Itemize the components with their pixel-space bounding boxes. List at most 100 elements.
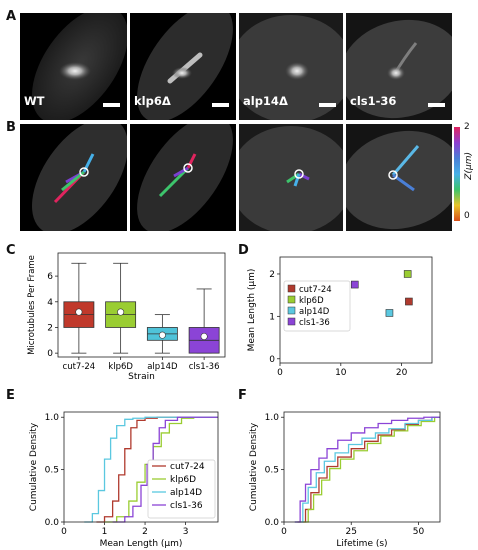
cdf-line-klp6D — [302, 416, 440, 523]
x-tick-label: 0 — [281, 527, 287, 537]
z-colorbar: 2 0 Z(μm) — [452, 122, 478, 224]
y-axis-label: Mean Length (μm) — [247, 269, 257, 352]
axes-frame — [283, 411, 441, 523]
y-tick-label: 1.0 — [265, 413, 280, 423]
cell-image-cls1: cls1-36 — [346, 13, 452, 120]
y-tick-label: 1 — [269, 312, 275, 322]
cdf-line-alp14D — [294, 416, 440, 523]
scale-bar — [319, 103, 336, 107]
cell-image-cls1-graphic — [346, 13, 452, 120]
x-tick-label: 0 — [277, 368, 283, 378]
axes-frame — [63, 411, 219, 523]
legend-label: cut7-24 — [170, 462, 205, 472]
panel-letter-d: D — [238, 243, 249, 258]
cell-label-cls1: cls1-36 — [350, 94, 397, 108]
x-tick-label: 25 — [346, 527, 357, 537]
legend-swatch — [287, 284, 296, 293]
legend-label: cut7-24 — [299, 285, 332, 295]
y-tick-label: 0 — [47, 349, 53, 359]
x-tick-label: 0 — [61, 527, 67, 537]
tracked-image-cls1 — [346, 124, 452, 231]
cell-image-alp14: alp14Δ — [239, 13, 343, 120]
x-tick-label: cut7-24 — [63, 362, 96, 372]
legend-label: klp6D — [299, 296, 324, 306]
cdf-line-cls1-36 — [294, 416, 440, 523]
x-tick-label: 20 — [396, 368, 408, 378]
y-tick-label: 0.0 — [265, 518, 280, 528]
colorbar-gradient — [454, 127, 460, 221]
y-axis-label: Microtubules Per Frame — [27, 255, 37, 355]
cell-image-wt: WT — [20, 13, 127, 120]
legend-box — [147, 459, 216, 519]
y-tick-label: 2 — [269, 270, 275, 280]
chart-e: 0 1 2 3 0.0 0.5 1.0 cut7-24 klp6D alp14D cls1-36 Me… — [29, 411, 219, 549]
cell-image-klp6: klp6Δ — [130, 13, 236, 120]
point-cut7-24 — [405, 297, 413, 306]
legend-label: cls1-36 — [299, 318, 330, 328]
x-tick-label: 1 — [102, 527, 108, 537]
box-mean-marker — [75, 308, 83, 316]
y-tick-label: 6 — [47, 272, 53, 282]
colorbar-tick-bottom: 0 — [464, 211, 470, 221]
y-tick-label: 0.0 — [45, 518, 60, 528]
cell-label-wt: WT — [24, 94, 45, 108]
chart-c: 0 2 4 6 cut7-24 klp6D alp14D cls1-36 Strain Micro… — [27, 252, 226, 380]
colorbar-label: Z(μm) — [464, 152, 474, 180]
x-tick-label: 50 — [413, 527, 425, 537]
point-alp14D — [385, 309, 394, 317]
x-tick-label: klp6D — [108, 362, 133, 372]
x-tick-label: 2 — [142, 527, 148, 537]
x-tick-label: 10 — [335, 368, 347, 378]
cell-image-alp14-graphic — [239, 13, 343, 120]
point-cls1-36 — [350, 280, 359, 289]
x-axis-label: Lifetime (s) — [336, 539, 387, 549]
y-tick-label: 4 — [47, 298, 53, 308]
cdf-line-alp14D — [84, 416, 218, 523]
y-axis-label: Cumulative Density — [29, 422, 39, 511]
scale-bar — [103, 103, 120, 107]
panel-letter-b: B — [6, 120, 16, 135]
panel-letter-c: C — [6, 243, 16, 258]
tracked-image-wt — [20, 124, 127, 231]
y-tick-label: 0.5 — [265, 466, 279, 476]
x-tick-label: cls1-36 — [189, 362, 220, 372]
box-mean-marker — [200, 332, 208, 340]
point-klp6D — [403, 270, 412, 278]
cell-image-wt-graphic — [32, 13, 127, 120]
legend-label: alp14D — [170, 488, 202, 498]
cell-label-klp6: klp6Δ — [134, 94, 171, 108]
colorbar-tick-top: 2 — [464, 122, 470, 132]
cell-label-alp14: alp14Δ — [243, 94, 288, 108]
y-tick-label: 0.5 — [45, 466, 59, 476]
legend-label: cls1-36 — [170, 501, 203, 511]
chart-f: 0 25 50 0.0 0.5 1.0 Lifetime (s) Cumulative Den… — [249, 411, 441, 549]
y-tick-label: 1.0 — [45, 413, 60, 423]
tracked-image-wt-graphic — [32, 124, 127, 231]
legend-label: klp6D — [170, 475, 196, 485]
y-tick-label: 0 — [269, 355, 275, 365]
box-mean-marker — [117, 308, 125, 316]
scale-bar — [428, 103, 445, 107]
tracked-image-klp6 — [130, 124, 236, 231]
legend-swatch — [287, 295, 296, 304]
panel-letter-a: A — [6, 9, 17, 24]
y-axis-label: Cumulative Density — [249, 422, 259, 511]
tracked-image-cls1-graphic — [346, 124, 452, 231]
scale-bar — [212, 103, 229, 107]
tracked-image-alp14 — [239, 124, 343, 231]
legend-swatch — [287, 306, 296, 315]
panel-letter-f: F — [238, 388, 247, 403]
x-tick-label: alp14D — [147, 362, 178, 372]
legend-swatch — [287, 317, 296, 326]
tracked-image-alp14-graphic — [239, 124, 343, 231]
legend-box — [283, 280, 351, 332]
x-axis-label: Strain — [128, 372, 155, 380]
cell-image-klp6-graphic — [137, 13, 233, 120]
y-tick-label: 2 — [47, 323, 53, 333]
panel-letter-e: E — [6, 388, 15, 403]
cdf-line-cut7-24 — [297, 416, 440, 523]
legend-label: alp14D — [299, 307, 330, 317]
x-axis-label: Mean Length (μm) — [100, 539, 183, 549]
cdf-line-cut7-24 — [96, 416, 218, 523]
